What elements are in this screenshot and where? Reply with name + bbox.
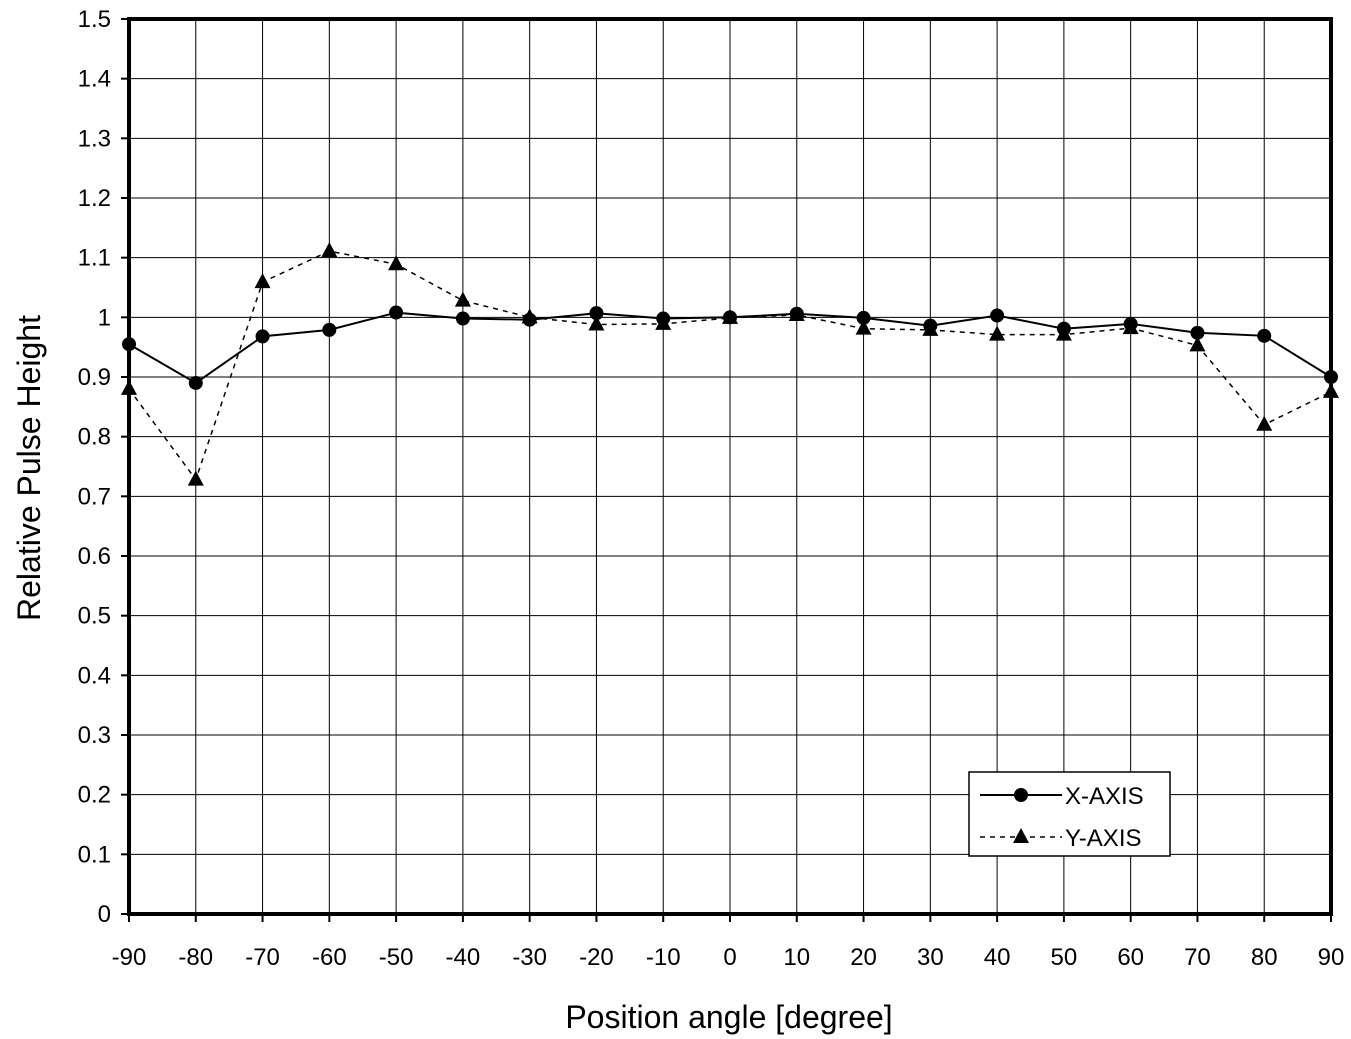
y-tick-label: 1.1 [78, 245, 111, 272]
x-tick-label: -70 [245, 944, 280, 971]
data-point-x-axis [389, 305, 404, 320]
y-tick-label: 0.5 [78, 603, 111, 630]
data-point-y-axis [655, 314, 672, 330]
y-tick-label: 1.5 [78, 6, 111, 33]
data-point-x-axis [455, 311, 470, 326]
legend-marker-y-axis [1013, 828, 1029, 843]
x-tick-label: 60 [1117, 944, 1144, 971]
legend-box [968, 771, 1171, 857]
x-axis-title: Position angle [degree] [565, 999, 892, 1035]
legend: X-AXIS Y-AXIS [968, 771, 1171, 857]
x-tick-label: -50 [379, 944, 414, 971]
data-point-y-axis [922, 320, 939, 336]
y-tick-label: 0.6 [78, 543, 111, 570]
data-point-y-axis [588, 315, 605, 331]
data-point-x-axis [1190, 325, 1205, 340]
data-point-y-axis [321, 242, 338, 258]
data-point-x-axis [1257, 328, 1272, 343]
x-tick-labels: -90 -80 -70 -60 -50 -40 -30 -20 -10 0 10 20 30 40 50 60… [112, 914, 1345, 971]
y-tick-label: 0.9 [78, 364, 111, 391]
x-tick-label: -60 [312, 944, 347, 971]
y-tick-label: 0.4 [78, 662, 111, 689]
series-layer [121, 242, 1339, 486]
y-tick-labels: 0 0.1 0.2 0.3 0.4 0.5 0.6 0.7 0.8 0.9 1 1.1 1.2 1.3 1.… [78, 6, 129, 928]
legend-label-y-axis: Y-AXIS [1065, 825, 1142, 852]
plot-frame [127, 17, 1333, 916]
data-point-y-axis [454, 291, 471, 307]
x-tick-label: 10 [783, 944, 810, 971]
x-tick-label: 20 [850, 944, 877, 971]
x-tick-label: -20 [579, 944, 614, 971]
y-tick-label: 1.2 [78, 185, 111, 212]
data-point-y-axis [521, 308, 538, 324]
data-point-y-axis [1055, 325, 1072, 341]
grid [128, 18, 1332, 915]
data-point-y-axis [1256, 415, 1273, 431]
legend-marker-x-axis [1014, 788, 1028, 802]
data-point-x-axis [255, 329, 270, 344]
y-tick-label: 0 [98, 901, 111, 928]
y-tick-label: 0.7 [78, 483, 111, 510]
y-tick-label: 0.1 [78, 841, 111, 868]
data-point-x-axis [990, 308, 1005, 323]
y-tick-label: 0.3 [78, 722, 111, 749]
data-point-y-axis [1122, 319, 1139, 335]
x-tick-label: -80 [178, 944, 213, 971]
x-tick-label: 50 [1051, 944, 1078, 971]
x-tick-label: 70 [1184, 944, 1211, 971]
y-tick-label: 1.4 [78, 66, 111, 93]
data-point-y-axis [788, 305, 805, 321]
x-tick-label: 90 [1318, 944, 1345, 971]
x-tick-label: -10 [646, 944, 681, 971]
x-tick-label: -40 [446, 944, 481, 971]
data-point-x-axis [589, 306, 604, 321]
y-tick-label: 0.8 [78, 424, 111, 451]
y-axis-title: Relative Pulse Height [11, 315, 47, 621]
data-point-y-axis [722, 308, 738, 324]
x-tick-label: 0 [723, 944, 736, 971]
data-point-y-axis [388, 255, 405, 271]
x-tick-label: 40 [984, 944, 1011, 971]
x-tick-label: -90 [112, 944, 147, 971]
data-point-y-axis [254, 273, 271, 289]
data-point-x-axis [188, 375, 203, 390]
data-point-x-axis [856, 310, 871, 325]
data-point-y-axis [1189, 336, 1206, 352]
y-tick-label: 0.2 [78, 782, 111, 809]
y-tick-label: 1 [98, 304, 111, 331]
data-point-y-axis [855, 319, 872, 335]
data-point-x-axis [322, 322, 337, 337]
data-point-y-axis [187, 470, 204, 486]
x-tick-label: -30 [512, 944, 547, 971]
legend-label-x-axis: X-AXIS [1065, 783, 1144, 810]
y-tick-label: 1.3 [78, 125, 111, 152]
x-tick-label: 30 [917, 944, 944, 971]
data-point-y-axis [989, 325, 1006, 341]
x-tick-label: 80 [1251, 944, 1278, 971]
